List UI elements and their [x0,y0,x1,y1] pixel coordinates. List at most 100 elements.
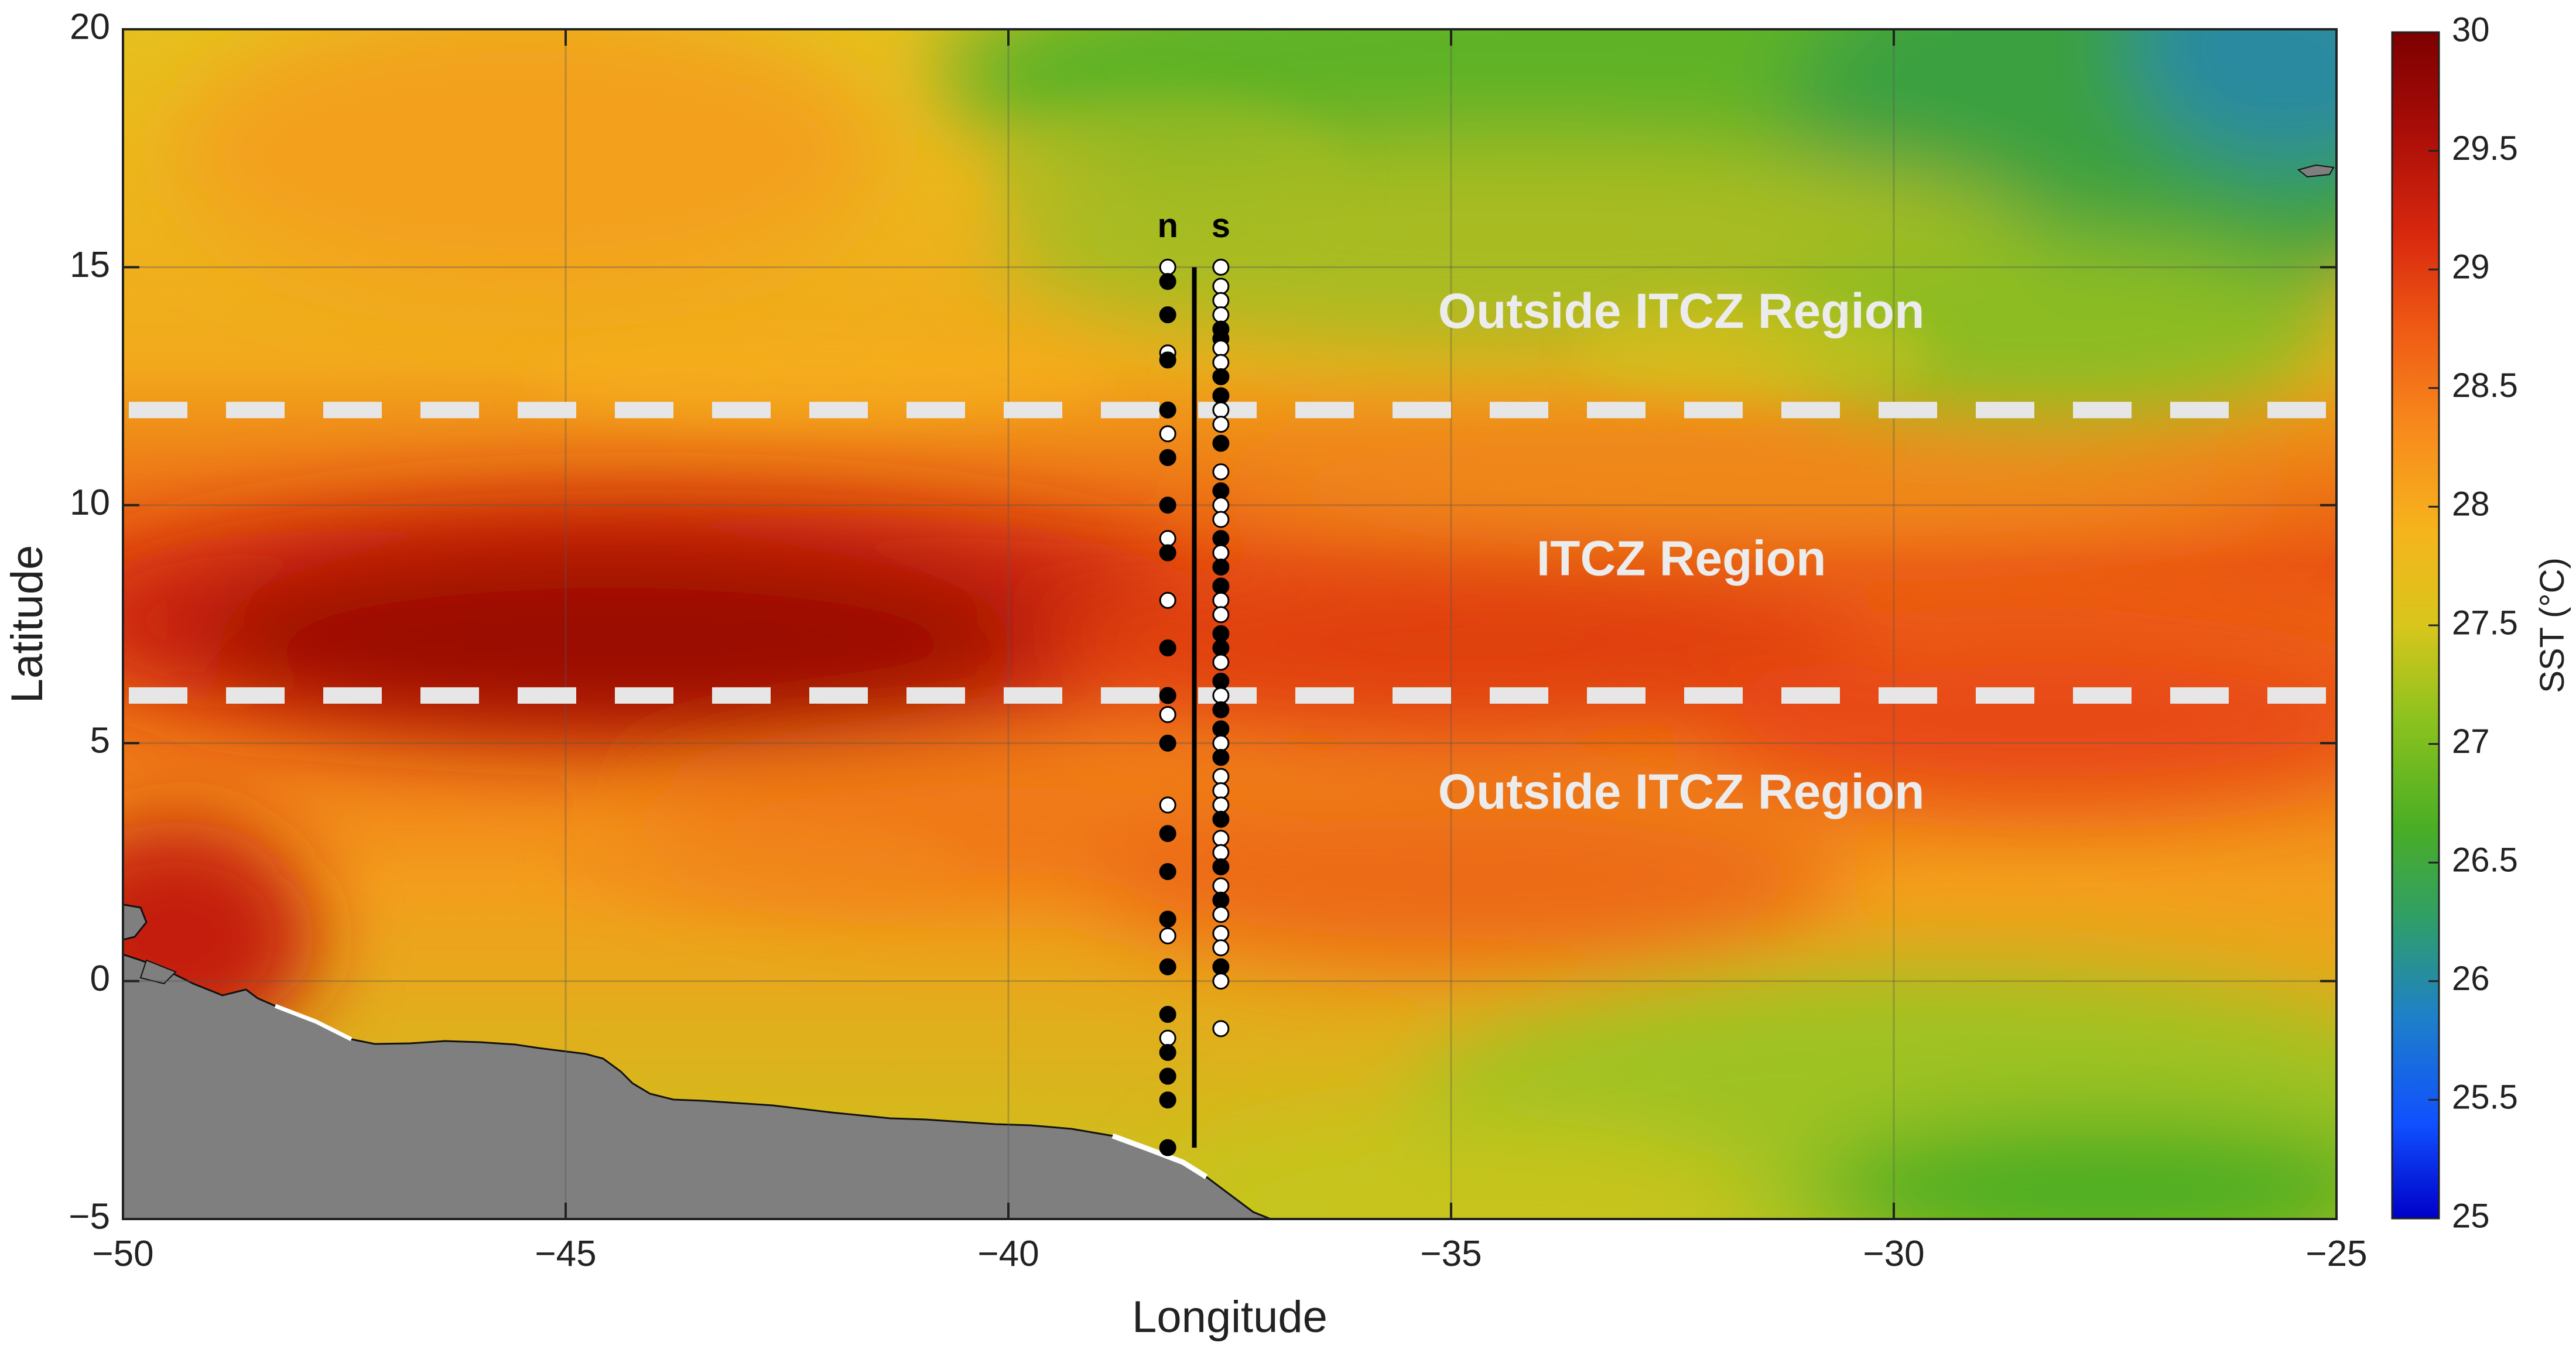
station-point [1212,939,1230,957]
plot-frame [122,28,2338,1220]
colorbar-tick-label: 29.5 [2452,129,2518,167]
x-tick-label: −50 [92,1234,153,1274]
station-point [1159,706,1176,723]
station-point [1212,639,1230,657]
y-axis-ticks: −5 0 5 10 15 20 [69,6,2336,1237]
x-tick-label: −30 [1863,1234,1924,1274]
y-axis-label: Latitude [2,545,52,703]
station-point [1212,673,1230,690]
station-point [1159,449,1176,467]
station-point [1212,906,1230,923]
station-point [1212,720,1230,738]
station-point [1159,273,1176,290]
region-label: Outside ITCZ Region [1438,764,1925,819]
station-point [1212,796,1230,814]
y-tick-label: 0 [90,958,110,999]
station-point [1212,973,1230,990]
colorbar-tick-label: 27 [2452,723,2490,761]
colorbar-tick-label: 26.5 [2452,841,2518,879]
region-label: Outside ITCZ Region [1438,283,1925,338]
colorbar-tick-label: 30 [2452,11,2490,49]
station-point [1159,1139,1176,1156]
station-point [1212,354,1230,371]
colorbar-ticks: 25 25.5 26 26.5 27 27.5 28 28.5 29 29.5 30 [2428,11,2518,1235]
y-tick-label: 5 [90,721,110,761]
station-point [1212,497,1230,514]
y-tick-label: −5 [69,1196,110,1237]
station-point [1212,701,1230,718]
station-point [1212,877,1230,895]
x-tick-label: −45 [535,1234,596,1274]
station-point [1212,858,1230,876]
station-point [1159,910,1176,928]
station-point [1212,577,1230,595]
station-point [1212,292,1230,309]
station-point [1212,591,1230,609]
station-point [1159,863,1176,881]
station-point [1212,340,1230,357]
station-point [1159,351,1176,369]
sst-field [123,29,2336,1219]
station-point [1212,830,1230,847]
station-point [1212,387,1230,405]
station-point [1212,544,1230,561]
colorbar-tick-label: 29 [2452,248,2490,286]
station-point [1159,530,1176,547]
station-point [1159,1091,1176,1109]
gridlines [123,29,2336,1219]
station-point [1212,782,1230,799]
colorbar: 25 25.5 26 26.5 27 27.5 28 28.5 29 29.5 30 SST (°C… [2391,11,2571,1235]
station-point [1212,749,1230,766]
station-point [1212,925,1230,942]
station-point [1159,639,1176,657]
station-point [1159,425,1176,443]
station-point [1212,482,1230,499]
colorbar-tick-label: 25 [2452,1197,2490,1235]
station-point [1159,1005,1176,1023]
station-point [1212,558,1230,576]
station-point [1212,958,1230,975]
station-point [1212,653,1230,671]
station-point [1159,927,1176,944]
station-point [1212,606,1230,624]
station-point [1212,734,1230,752]
station-point [1212,258,1230,276]
station-points [1159,258,1230,1156]
station-point [1159,796,1176,814]
x-axis-ticks: −50 −45 −40 −35 −30 −25 [92,29,2368,1274]
column-label: s [1212,207,1230,245]
colorbar-tick-label: 26 [2452,960,2490,998]
region-label: ITCZ Region [1537,531,1826,586]
y-tick-label: 15 [70,245,110,285]
colorbar-tick-label: 28 [2452,485,2490,523]
colorbar-tick-label: 25.5 [2452,1078,2518,1117]
x-tick-label: −35 [1420,1234,1482,1274]
station-point [1159,497,1176,514]
station-point [1212,687,1230,704]
station-point [1159,401,1176,419]
station-point [1212,434,1230,452]
station-point [1212,306,1230,324]
colorbar-tick-label: 28.5 [2452,367,2518,405]
station-point [1212,530,1230,547]
region-labels: Outside ITCZ Region ITCZ Region Outside IT… [1438,283,1925,819]
station-point [1212,511,1230,528]
station-point [1212,401,1230,419]
station-point [1159,1067,1176,1085]
station-point [1159,734,1176,752]
station-point [1212,463,1230,481]
x-tick-label: −25 [2305,1234,2367,1274]
station-point [1159,258,1176,276]
station-point [1212,1020,1230,1038]
x-tick-label: −40 [977,1234,1039,1274]
y-tick-label: 20 [70,6,110,47]
station-point [1212,368,1230,385]
station-point [1159,1029,1176,1047]
station-point [1159,825,1176,843]
y-tick-label: 10 [70,482,110,523]
column-label: n [1157,207,1178,245]
station-point [1159,687,1176,704]
colorbar-label: SST (°C) [2533,557,2571,693]
